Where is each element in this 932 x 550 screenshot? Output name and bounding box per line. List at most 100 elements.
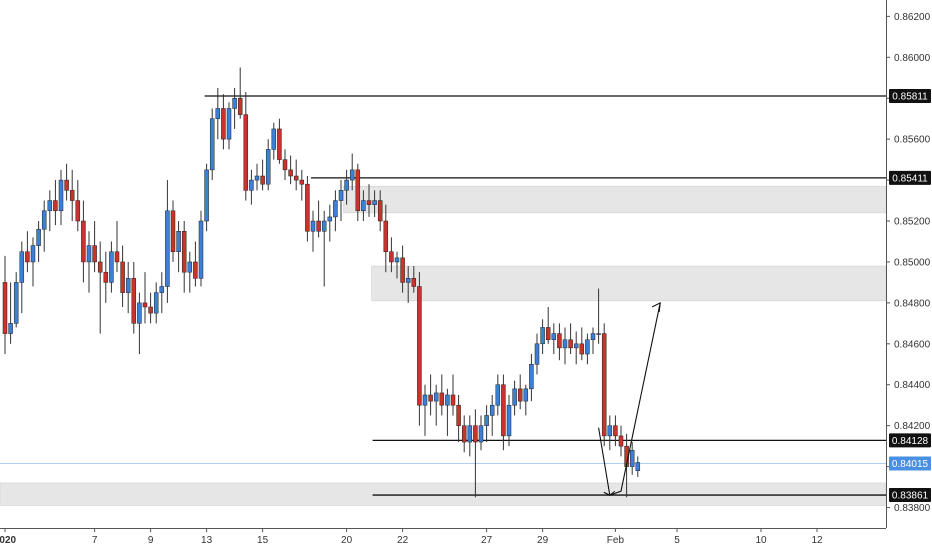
candle (19, 241, 25, 314)
arrowhead-down (603, 490, 616, 496)
price-tick-label: 0.84600 (894, 339, 931, 350)
candle (517, 374, 523, 410)
candle-body-down (579, 343, 585, 355)
candle (372, 190, 377, 217)
candle-body-up (327, 216, 333, 222)
candle-body-down (383, 220, 389, 252)
candle (607, 415, 613, 451)
level-price-badge: 0.85811 (892, 91, 928, 102)
candle (142, 272, 148, 324)
projection-arrows (598, 301, 661, 497)
candle-body-up (607, 425, 613, 437)
time-axis[interactable]: 2020 7 9 13 15 20 22 27 29 Feb 5 10 12 (0, 528, 886, 550)
candle (377, 190, 383, 232)
candle (433, 384, 439, 426)
candle-body-up (629, 449, 635, 467)
time-tick-label: 2020 (0, 535, 17, 546)
candle-body-down (461, 425, 467, 443)
zone-0 (343, 185, 887, 214)
candle-body-down (411, 278, 417, 287)
candle-body-up (529, 364, 534, 390)
candle-body-down (282, 159, 288, 171)
candle-body-down (243, 114, 249, 191)
candle-body-down (456, 404, 461, 426)
candle (613, 415, 618, 447)
price-tick-label: 0.85000 (894, 257, 931, 268)
candle-body-down (142, 302, 148, 308)
candle-body-up (344, 179, 349, 191)
candle (545, 306, 551, 344)
candle (159, 272, 165, 314)
candle (181, 221, 187, 293)
candle (344, 169, 349, 205)
candle (209, 108, 215, 181)
candle-body-up (165, 210, 170, 287)
candle (389, 237, 394, 273)
candle-body-down (221, 108, 226, 140)
candle (92, 221, 97, 273)
candle-body-up (495, 384, 501, 406)
candle (417, 272, 422, 426)
candle-body-down (450, 394, 456, 406)
candle-body-down (428, 394, 433, 402)
candle-body-up (265, 149, 271, 185)
candle-body-down (299, 179, 305, 185)
price-tick-label: 0.84200 (894, 421, 931, 432)
time-tick-label: 20 (341, 535, 353, 546)
candle-body-up (372, 200, 377, 205)
candle (573, 331, 579, 365)
candle (288, 155, 293, 185)
candle (170, 200, 176, 262)
candle-body-up (596, 333, 601, 335)
candle (58, 169, 64, 226)
candle-body-up (19, 251, 25, 283)
candle-body-down (568, 339, 573, 349)
candle-body-down (260, 175, 265, 185)
candle (411, 266, 417, 293)
candle (467, 415, 473, 457)
candle (36, 221, 41, 262)
candle (64, 163, 69, 201)
candle (310, 210, 316, 252)
candle-body-up (215, 108, 221, 119)
candle-body-down (613, 425, 618, 437)
time-tick-label: 10 (755, 535, 767, 546)
candle (562, 327, 568, 365)
candle (293, 159, 299, 191)
current-price-badge: 0.84015 (892, 459, 929, 470)
supply-demand-zones (0, 185, 887, 506)
candle-body-down (400, 257, 405, 283)
candle (69, 169, 75, 222)
candle (366, 184, 372, 217)
candle-body-up (249, 179, 254, 191)
candle (187, 251, 193, 293)
candle (338, 180, 344, 222)
candle (501, 374, 506, 451)
time-tick-label: Feb (607, 535, 625, 546)
candle (148, 292, 153, 324)
candle (249, 169, 254, 205)
candle-body-down (53, 200, 58, 212)
level-price-badge-bg (889, 488, 931, 503)
price-tick-label: 0.84800 (894, 298, 931, 309)
candle (478, 415, 484, 451)
candle-body-up (562, 339, 568, 349)
candle (204, 163, 209, 232)
candle-body-up (271, 128, 277, 150)
candle (489, 394, 495, 436)
candle (450, 374, 456, 416)
candle (103, 251, 109, 303)
candle (428, 374, 433, 416)
candle (305, 176, 310, 242)
candle (495, 374, 501, 416)
price-tick-label: 0.83800 (894, 503, 931, 514)
candle-body-down (81, 220, 86, 263)
candle-body-down (545, 327, 551, 340)
candle-body-down (501, 384, 506, 437)
candle (383, 204, 389, 273)
candle-body-up (86, 245, 92, 263)
projection-path (598, 302, 661, 497)
candle-body-down (473, 425, 478, 443)
candle-body-down (316, 220, 321, 232)
